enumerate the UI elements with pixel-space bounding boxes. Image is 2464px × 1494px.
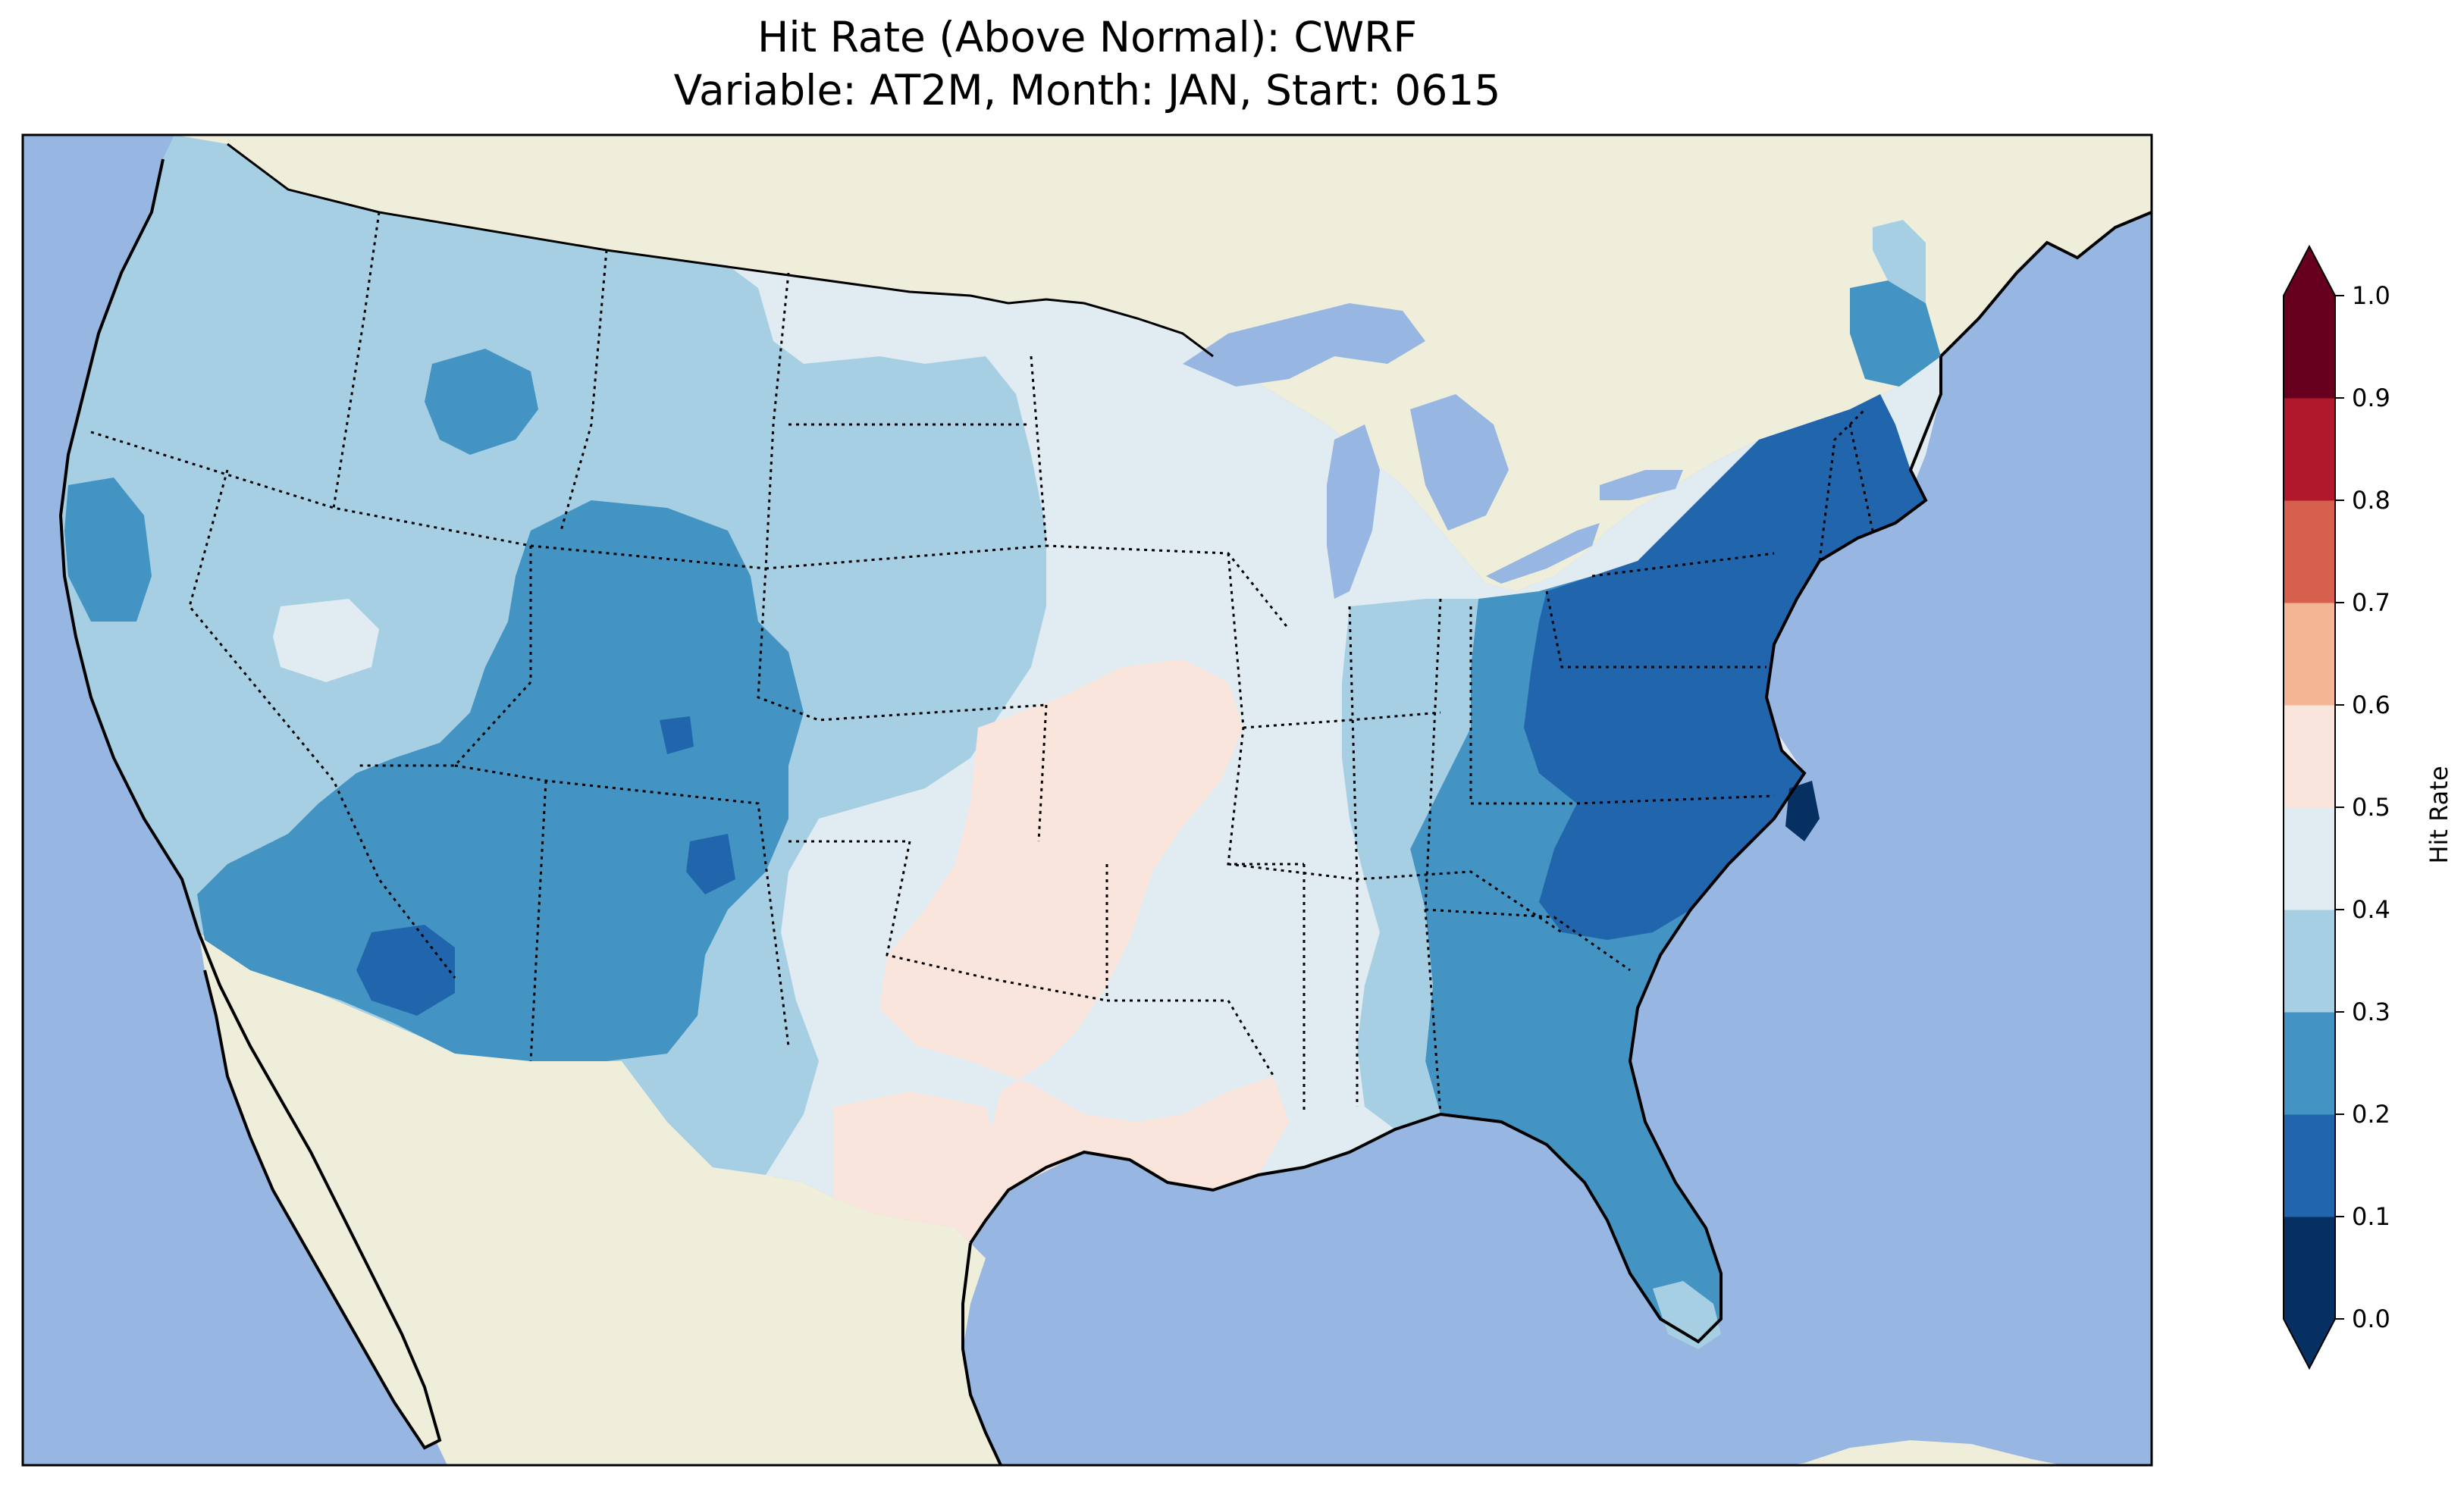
state-borders	[90, 211, 1874, 1115]
bin-0.2-0.3-california	[64, 478, 152, 622]
colorbar-bin-0.7-0.8	[2284, 500, 2335, 603]
gulf-coastline	[969, 356, 1942, 1344]
bin-0.3-0.4-florida-tip	[1653, 1281, 1721, 1349]
colorbar-tick-label: 0.7	[2352, 588, 2390, 617]
colorbar-bin-0.1-0.2	[2284, 1114, 2335, 1217]
us-coastline	[58, 158, 200, 933]
bin-0.3-0.4-maine-north	[1873, 220, 1926, 303]
colorbar-tick-label: 1.0	[2352, 281, 2390, 310]
colorbar-extend-max	[2284, 246, 2335, 296]
map-frame	[21, 133, 2153, 1467]
colorbar-bin-0.9-1	[2284, 296, 2335, 399]
colorbar-label: Hit Rate	[2425, 766, 2453, 863]
bin-0.2-0.3-southeast	[1410, 561, 1721, 1342]
bin-0.3-0.4-miss-valley	[1342, 599, 1478, 1129]
colorbar-extend-min	[2284, 1319, 2335, 1368]
mexico-coastline	[961, 1242, 1002, 1465]
lake-superior	[1183, 303, 1425, 387]
cuba-land	[1789, 1440, 2062, 1465]
canada-land	[23, 135, 2152, 591]
baja-land	[199, 932, 440, 1448]
colorbar-tick-label: 0.6	[2352, 691, 2390, 719]
bin-0.0-0.1-nc-coast	[1785, 781, 1820, 841]
colorbar-bin-0.5-0.6	[2284, 705, 2335, 808]
bin-0.5-0.6-tx-gulf	[834, 1092, 1008, 1243]
colorbar-bin-0.4-0.5	[2284, 807, 2335, 910]
us-canada-border	[227, 143, 1214, 358]
colorbar-bins	[2283, 244, 2336, 1370]
lake-ontario	[1600, 470, 1683, 500]
map-title-line1: Hit Rate (Above Normal): CWRF	[757, 13, 1417, 61]
colorbar-tick-label: 0.0	[2352, 1305, 2390, 1333]
colorbar-tick-label: 0.3	[2352, 998, 2390, 1026]
colorbar-tick-label: 0.1	[2352, 1202, 2390, 1231]
bin-0.1-0.2-northeast	[1524, 394, 1926, 940]
bin-0.1-0.2-nm	[686, 834, 735, 894]
colorbar-bin-0.3-0.4	[2284, 910, 2335, 1013]
baja-coastline	[197, 932, 442, 1450]
lake-michigan	[1327, 424, 1380, 599]
lake-erie	[1486, 523, 1600, 584]
bin-0.3-0.4-nevada-patch	[273, 599, 379, 682]
colorbar-bin-0.8-0.9	[2284, 398, 2335, 501]
lake-huron	[1410, 394, 1509, 531]
canada-coastline	[1939, 211, 2152, 358]
colorbar-ticks: 0.0 0.1 0.2 0.3 0.4 0.5 0.6 0.7 0.8 0.9 1.0	[2335, 281, 2390, 1333]
map-panel	[23, 135, 2152, 1465]
colorbar-bin-0-0.1	[2284, 1217, 2335, 1320]
bin-0.1-0.2-pennsylvania	[1585, 584, 1676, 667]
bin-0.2-0.3-interior-west	[197, 500, 804, 1061]
colorbar: 0.0 0.1 0.2 0.3 0.4 0.5 0.6 0.7 0.8 0.9 1.0 Hit Ra…	[2283, 244, 2453, 1370]
bin-0.2-0.3-maine	[1850, 280, 1941, 387]
colorbar-tick-label: 0.8	[2352, 486, 2390, 515]
colorbar-bin-0.2-0.3	[2284, 1012, 2335, 1115]
conus-heatmap	[61, 135, 1941, 1349]
colorbar-bin-0.6-0.7	[2284, 603, 2335, 706]
map-title-line2: Variable: AT2M, Month: JAN, Start: 0615	[674, 66, 1501, 114]
bin-0.5-0.6-south-central	[879, 659, 1289, 1190]
great-lakes	[1183, 303, 1683, 599]
colorbar-tick-label: 0.9	[2352, 384, 2390, 412]
bin-0.1-0.2-co	[660, 716, 694, 754]
bin-0.2-0.3-montana	[425, 349, 538, 455]
colorbar-tick-label: 0.5	[2352, 793, 2390, 822]
colorbar-tick-label: 0.4	[2352, 895, 2390, 924]
colorbar-tick-label: 0.2	[2352, 1100, 2390, 1129]
